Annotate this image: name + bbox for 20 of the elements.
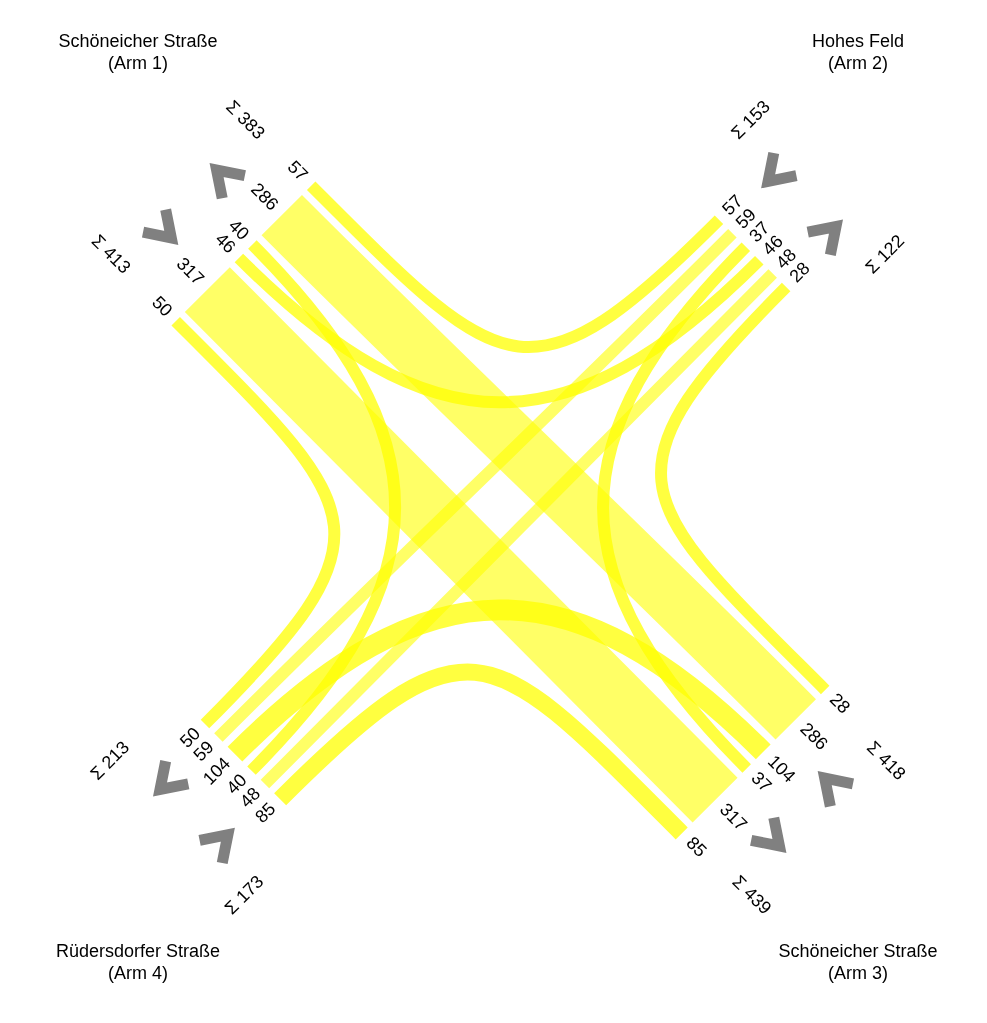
category-label: Schöneicher Straße (Arm 3) [778, 940, 938, 983]
category-label: Hohes Feld (Arm 2) [811, 30, 905, 73]
data-label: 317 [172, 253, 209, 289]
text: Σ 418 [862, 737, 910, 784]
text: Σ 383 [222, 96, 269, 144]
data-label: 28 [825, 689, 855, 718]
text: Σ 153 [727, 96, 774, 144]
data-label: 286 [247, 179, 283, 215]
text: Σ 122 [861, 230, 909, 278]
text: Σ 173 [220, 871, 268, 919]
data-label: 50 [148, 292, 177, 321]
text: Σ 213 [86, 737, 134, 784]
text: Σ 413 [87, 230, 135, 278]
data-label: 317 [715, 799, 752, 835]
data-label: 85 [682, 832, 711, 861]
data-label: 57 [283, 156, 312, 185]
category-label: Schöneicher Straße (Arm 1) [58, 30, 218, 73]
text: Σ 439 [728, 871, 776, 919]
data-label: 286 [796, 718, 832, 755]
category-label: Rüdersdorfer Straße (Arm 4) [55, 940, 221, 983]
